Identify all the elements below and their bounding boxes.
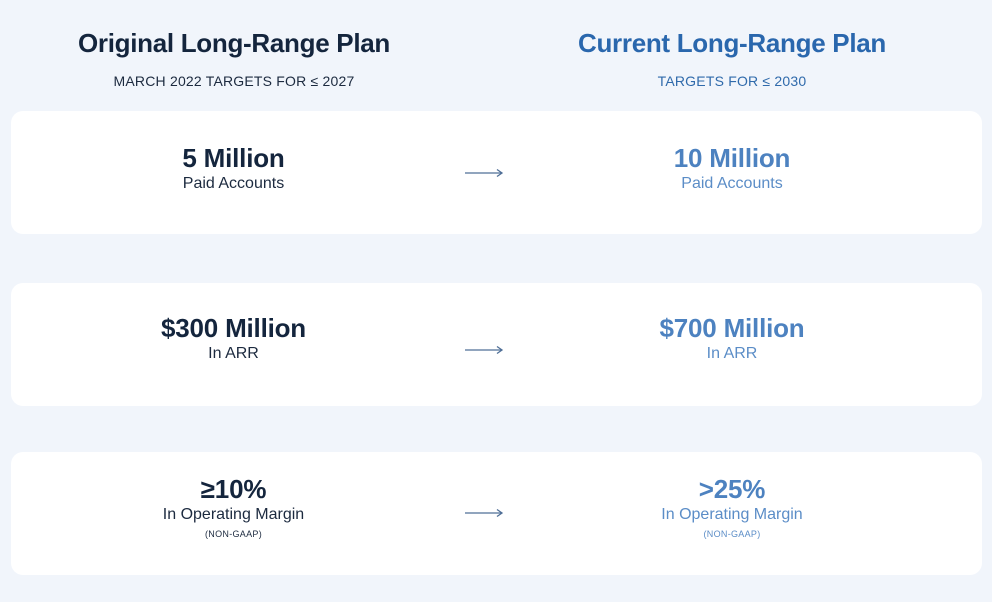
current-target-value: >25%: [698, 474, 766, 504]
current-target-value: 10 Million: [673, 143, 791, 173]
original-target-label: In Operating Margin: [162, 506, 305, 523]
current-target: >25% In Operating Margin (NON-GAAP): [510, 474, 954, 541]
current-target-label: In ARR: [706, 345, 758, 362]
original-target: $300 Million In ARR: [11, 313, 456, 365]
original-target-note: (NON-GAAP): [205, 529, 262, 539]
comparison-card-operating-margin: ≥10% In Operating Margin (NON-GAAP) >25%…: [11, 452, 982, 575]
original-target: ≥10% In Operating Margin (NON-GAAP): [11, 474, 456, 541]
current-target-note: (NON-GAAP): [703, 529, 761, 539]
comparison-card-arr: $300 Million In ARR $700 Million In ARR: [11, 283, 982, 406]
plan-header: Original Long-Range Plan MARCH 2022 TARG…: [0, 0, 992, 110]
current-target-label: In Operating Margin: [661, 506, 803, 523]
current-target-value: $700 Million: [659, 313, 805, 343]
original-target: 5 Million Paid Accounts: [11, 143, 456, 195]
arrow-right-icon: [465, 345, 504, 355]
original-target-label: In ARR: [208, 345, 259, 362]
current-target: 10 Million Paid Accounts: [510, 143, 954, 195]
original-plan-subtitle: MARCH 2022 TARGETS FOR ≤ 2027: [113, 73, 355, 89]
original-target-label: Paid Accounts: [182, 175, 285, 192]
original-plan-title: Original Long-Range Plan: [77, 28, 391, 58]
original-target-value: 5 Million: [182, 143, 285, 173]
comparison-card-paid-accounts: 5 Million Paid Accounts 10 Million Paid …: [11, 111, 982, 234]
original-target-value: ≥10%: [200, 474, 267, 504]
current-plan-title: Current Long-Range Plan: [578, 28, 886, 58]
original-target-value: $300 Million: [161, 313, 306, 343]
current-target: $700 Million In ARR: [510, 313, 954, 365]
current-target-label: Paid Accounts: [681, 175, 783, 192]
current-plan-subtitle: TARGETS FOR ≤ 2030: [657, 73, 807, 89]
arrow-right-icon: [465, 508, 504, 518]
arrow-right-icon: [465, 168, 504, 178]
